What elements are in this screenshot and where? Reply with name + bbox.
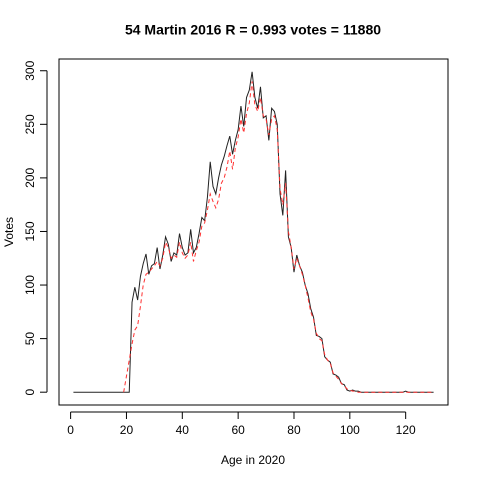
x-tick-label: 40: [176, 423, 190, 437]
x-axis-label: Age in 2020: [221, 453, 285, 467]
series-line: [123, 81, 434, 393]
x-tick-label: 80: [287, 423, 301, 437]
y-tick-label: 150: [23, 221, 37, 241]
x-tick-label: 0: [67, 423, 74, 437]
y-tick-label: 100: [23, 275, 37, 295]
x-tick-label: 20: [120, 423, 134, 437]
x-tick-label: 120: [396, 423, 416, 437]
y-tick-label: 250: [23, 114, 37, 134]
y-axis-label: Votes: [2, 217, 16, 247]
y-tick-label: 0: [23, 389, 37, 396]
plot-box: [58, 58, 449, 406]
y-tick-label: 50: [23, 332, 37, 346]
y-tick-label: 300: [23, 60, 37, 80]
y-tick-label: 200: [23, 168, 37, 188]
x-tick-label: 100: [340, 423, 360, 437]
x-tick-label: 60: [231, 423, 245, 437]
chart-title: 54 Martin 2016 R = 0.993 votes = 11880: [125, 22, 381, 38]
